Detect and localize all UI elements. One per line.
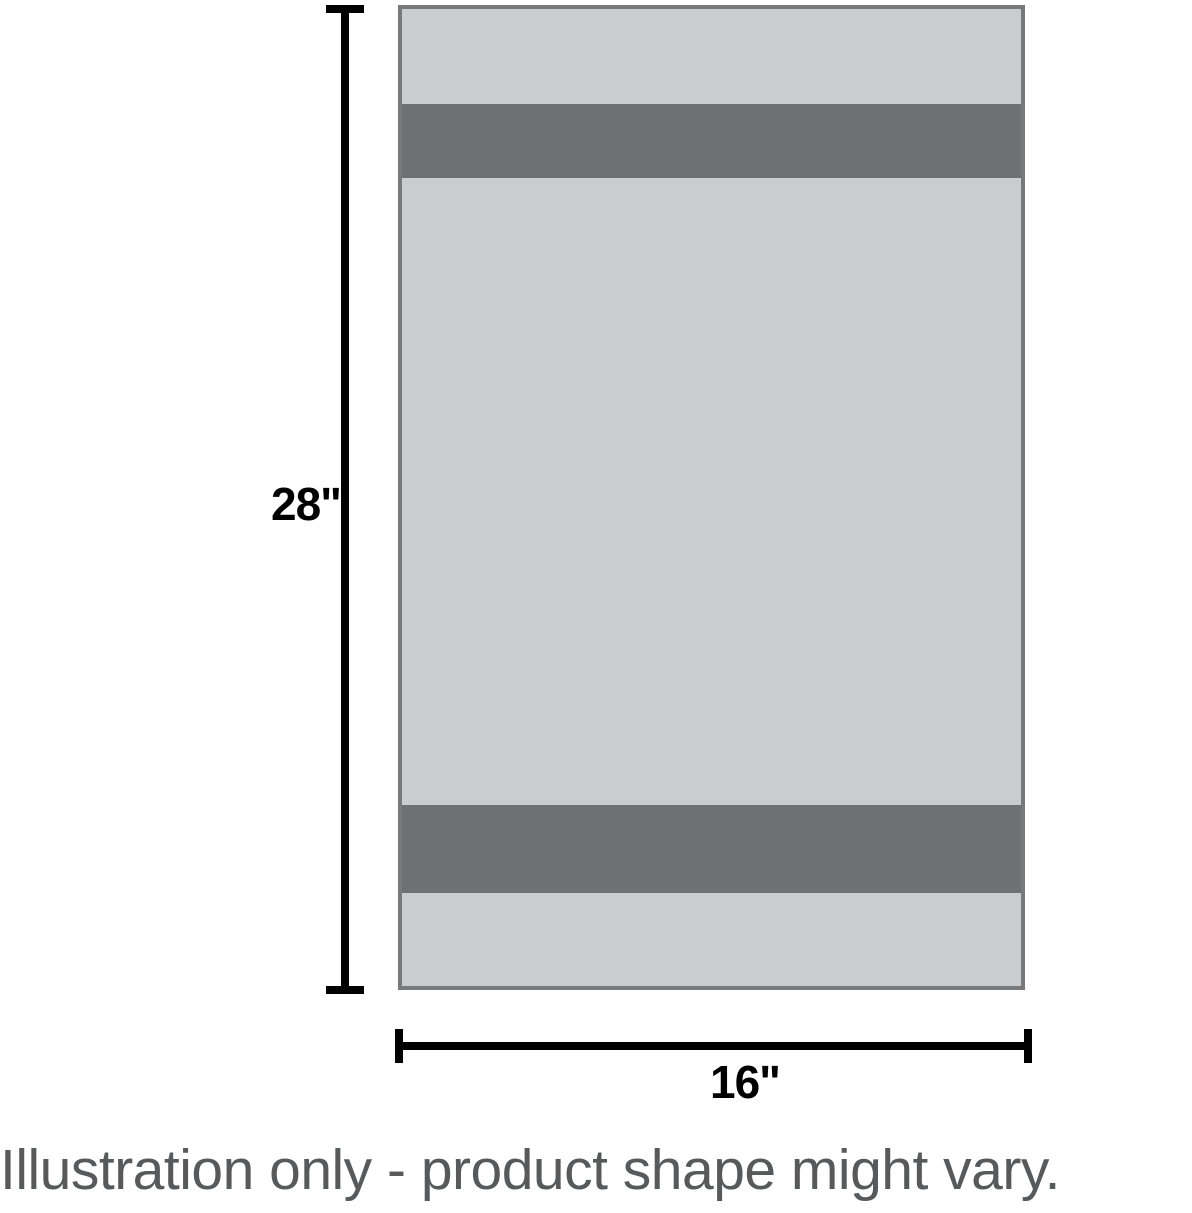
illustration-caption: Illustration only - product shape might … xyxy=(0,1138,1060,1202)
height-dimension-label: 28" xyxy=(271,478,342,530)
product-stripe-lower xyxy=(402,805,1021,893)
height-dimension-line xyxy=(341,8,349,992)
width-dimension-label: 16" xyxy=(710,1056,781,1108)
height-dimension-cap-bottom xyxy=(326,986,364,994)
width-dimension-cap-right xyxy=(1024,1029,1032,1063)
product-shape xyxy=(398,5,1025,990)
product-stripe-upper xyxy=(402,104,1021,178)
width-dimension-line xyxy=(397,1042,1028,1050)
